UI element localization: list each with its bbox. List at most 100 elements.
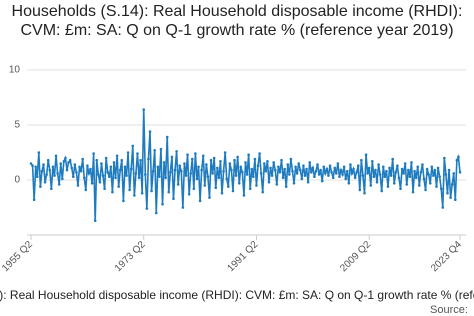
data-point (53, 174, 56, 177)
data-point (175, 150, 178, 153)
data-point (294, 165, 297, 169)
data-point (62, 160, 66, 163)
data-point (39, 185, 42, 188)
data-point (342, 165, 346, 169)
data-point (325, 167, 329, 171)
data-point (378, 173, 382, 176)
data-point (369, 184, 373, 187)
data-point (143, 173, 147, 176)
data-point (112, 161, 116, 164)
data-point (208, 196, 211, 199)
data-point (192, 187, 196, 191)
data-point (248, 187, 252, 191)
data-point (150, 189, 153, 193)
data-point (107, 175, 111, 178)
data-point (95, 158, 99, 162)
data-point (151, 169, 155, 173)
data-point (375, 180, 379, 184)
data-point (73, 163, 77, 166)
data-point (262, 162, 266, 165)
data-point (305, 167, 308, 171)
data-point (344, 177, 348, 181)
data-point (427, 173, 430, 176)
data-point (292, 182, 296, 185)
data-point (198, 199, 202, 203)
data-point (78, 165, 81, 169)
data-point (317, 173, 321, 176)
data-point (264, 169, 268, 173)
data-point (371, 160, 374, 163)
data-point (250, 167, 254, 171)
data-point (424, 188, 427, 192)
data-point (421, 163, 424, 166)
data-point (355, 171, 358, 174)
data-point (169, 171, 172, 174)
x-tick-label: 1991 Q2 (226, 239, 261, 274)
data-point (40, 169, 44, 173)
data-point (226, 185, 230, 188)
data-point (391, 157, 394, 161)
data-point (122, 199, 125, 203)
data-point (335, 172, 338, 175)
data-point (336, 162, 340, 165)
data-point (444, 173, 448, 176)
data-point (297, 162, 301, 165)
data-point (430, 165, 434, 169)
data-point (183, 162, 186, 165)
data-point (341, 173, 344, 176)
data-point (233, 158, 236, 162)
data-point (100, 162, 103, 165)
data-point (214, 186, 218, 189)
data-point (273, 168, 277, 172)
data-point (443, 156, 446, 160)
data-point (259, 172, 263, 175)
data-point (43, 180, 47, 184)
data-point (133, 194, 136, 197)
data-point (45, 173, 48, 176)
data-point (54, 154, 58, 158)
data-point (302, 164, 305, 167)
data-point (331, 176, 335, 180)
data-point (123, 165, 127, 169)
data-point (115, 154, 119, 158)
data-point (170, 155, 174, 159)
data-point (245, 173, 249, 176)
data-point (396, 164, 399, 167)
data-point (165, 135, 169, 139)
y-tick-label: 10 (9, 65, 21, 76)
data-point (137, 176, 141, 180)
data-point (126, 151, 130, 154)
data-point (405, 183, 409, 186)
data-point (206, 175, 210, 178)
data-point (400, 167, 404, 171)
data-point (247, 153, 250, 156)
data-point (200, 168, 203, 172)
data-point (103, 187, 106, 191)
data-point (242, 194, 246, 197)
data-point (252, 175, 255, 178)
data-point (311, 166, 315, 170)
data-point (65, 168, 69, 172)
data-point (159, 147, 163, 151)
data-point (319, 168, 322, 172)
data-point (212, 156, 216, 160)
data-point (414, 176, 418, 180)
data-point (386, 185, 390, 188)
data-line (30, 109, 461, 221)
data-point (234, 174, 238, 177)
chart-title: Households (S.14): Real Household dispos… (11, 3, 463, 39)
data-point (236, 155, 239, 159)
data-point (70, 166, 74, 170)
data-point (145, 207, 149, 210)
data-point (350, 172, 354, 175)
data-point (381, 165, 385, 169)
data-point (313, 175, 316, 178)
data-point (134, 172, 138, 175)
y-tick-label: 0 (14, 175, 20, 186)
data-point (277, 165, 280, 169)
data-point (117, 185, 120, 188)
data-point (298, 168, 302, 172)
data-point (61, 177, 64, 181)
data-point (449, 196, 452, 199)
